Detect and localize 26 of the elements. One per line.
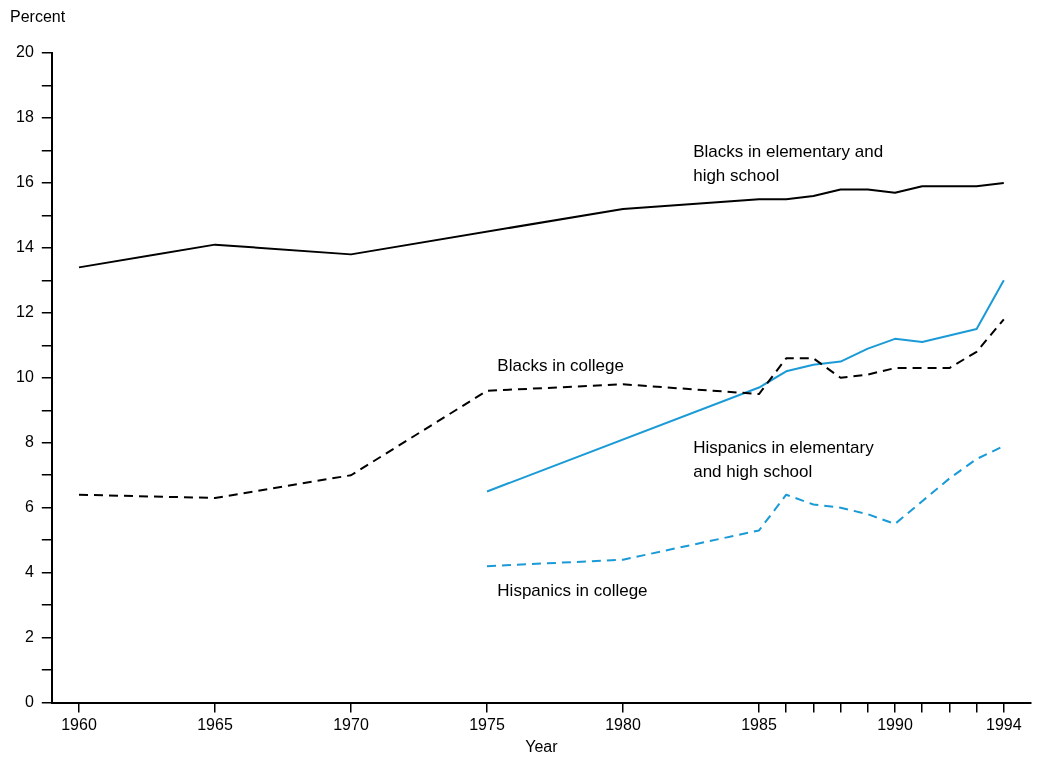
- x-tick-label: 1975: [469, 715, 505, 733]
- y-axis-title: Percent: [10, 8, 66, 26]
- y-tick-label: 6: [24, 498, 34, 516]
- y-tick-label: 2: [24, 628, 34, 646]
- series-label: Hispanics in elementary and high school: [693, 437, 875, 481]
- x-tick-label: 1965: [197, 715, 233, 733]
- y-tick-label: 8: [24, 433, 34, 451]
- series-label: Blacks in elementary and high school: [693, 142, 884, 186]
- x-tick-label: 1980: [605, 715, 641, 733]
- series-label: Hispanics in college: [497, 580, 648, 600]
- y-tick-label: 16: [16, 173, 34, 191]
- y-tick-label: 14: [16, 238, 34, 256]
- x-tick-label: 1985: [741, 715, 777, 733]
- x-tick-label: 1994: [986, 715, 1022, 733]
- x-axis-title: Year: [525, 737, 559, 755]
- x-tick-label: 1990: [877, 715, 913, 733]
- y-tick-label: 12: [16, 303, 34, 321]
- series-label: Blacks in college: [497, 356, 624, 376]
- y-tick-label: 4: [24, 563, 34, 581]
- y-tick-label: 0: [24, 693, 34, 711]
- line-series: [78, 318, 1005, 499]
- x-tick-label: 1970: [333, 715, 369, 733]
- y-tick-label: 18: [16, 108, 34, 126]
- y-tick-label: 20: [16, 43, 34, 61]
- y-tick-label: 10: [16, 368, 34, 386]
- x-tick-label: 1960: [61, 715, 97, 733]
